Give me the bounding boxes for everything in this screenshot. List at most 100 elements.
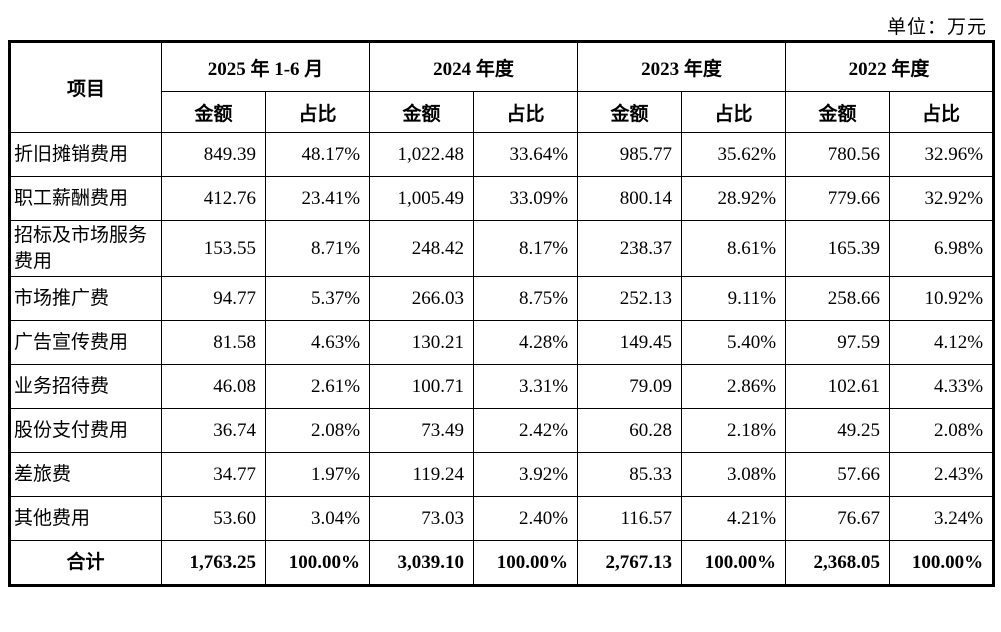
header-amount: 金额 [577,91,683,133]
table-cell: 779.66 [785,176,891,221]
table-cell: 36.74 [161,408,266,454]
table-cell: 258.66 [785,276,891,322]
table-cell: 849.39 [161,132,266,177]
table-cell: 85.33 [577,452,683,498]
table-cell: 100.00% [473,540,579,587]
table-cell: 153.55 [161,219,266,278]
unit-label: 单位：万元 [886,17,987,38]
table-cell: 23.41% [264,176,371,221]
header-row-subcolumns: 金额 占比 金额 占比 金额 占比 金额 占比 [10,91,995,133]
table-cell: 5.40% [681,320,787,366]
table-cell: 48.17% [264,132,371,177]
table-cell: 149.45 [577,320,683,366]
header-period-2022: 2022 年度 [785,41,995,92]
table-cell: 28.92% [681,176,787,221]
table-cell: 1,022.48 [369,132,475,177]
header-row-periods: 项目 2025 年 1-6 月 2024 年度 2023 年度 2022 年度 [9,41,995,133]
table-cell: 1,763.25 [161,540,266,587]
table-cell: 2.43% [889,452,995,498]
table-cell: 46.08 [161,364,266,410]
table-cell: 800.14 [577,176,683,221]
table-cell: 3.04% [264,496,371,542]
table-row: 招标及市场服务费用 153.55 8.71% 248.42 8.17% 238.… [9,219,995,278]
table-cell: 33.64% [473,132,579,177]
table-cell: 4.63% [264,320,371,366]
table-cell: 252.13 [577,276,683,322]
table-cell: 100.00% [889,540,995,587]
table-cell: 412.76 [161,176,266,221]
table-cell: 4.33% [889,364,995,410]
table-cell: 100.71 [369,364,475,410]
table-cell: 32.96% [889,132,995,177]
header-ratio: 占比 [889,91,995,133]
table-cell: 5.37% [264,276,371,322]
table-row: 职工薪酬费用 412.76 23.41% 1,005.49 33.09% 800… [9,176,995,221]
table-cell: 3.92% [473,452,579,498]
table-cell: 4.21% [681,496,787,542]
table-cell: 73.03 [369,496,475,542]
table-total-row: 合计 1,763.25 100.00% 3,039.10 100.00% 2,7… [9,540,995,587]
table-cell: 2.42% [473,408,579,454]
table-row: 股份支付费用 36.74 2.08% 73.49 2.42% 60.28 2.1… [9,408,995,454]
table-cell: 238.37 [577,219,683,278]
row-label: 市场推广费 [9,276,162,322]
table-cell: 10.92% [889,276,995,322]
header-amount: 金额 [785,91,891,133]
table-cell: 8.71% [264,219,371,278]
table-cell: 165.39 [785,219,891,278]
table-cell: 2.18% [681,408,787,454]
table-cell: 2,767.13 [577,540,683,587]
table-cell: 73.49 [369,408,475,454]
table-row: 市场推广费 94.77 5.37% 266.03 8.75% 252.13 9.… [9,276,995,322]
header-ratio: 占比 [473,91,579,133]
table-cell: 3,039.10 [369,540,475,587]
table-cell: 2.86% [681,364,787,410]
table-cell: 3.08% [681,452,787,498]
table-cell: 119.24 [369,452,475,498]
table-cell: 2.40% [473,496,579,542]
table-cell: 2.08% [889,408,995,454]
expense-breakdown-table: 项目 2025 年 1-6 月 2024 年度 2023 年度 2022 年度 … [8,40,996,588]
header-period-2024: 2024 年度 [369,41,579,92]
table-cell: 76.67 [785,496,891,542]
table-cell: 33.09% [473,176,579,221]
table-row: 折旧摊销费用 849.39 48.17% 1,022.48 33.64% 985… [9,132,995,177]
header-period-2025: 2025 年 1-6 月 [160,41,371,92]
table-cell: 3.31% [473,364,579,410]
table-row: 广告宣传费用 81.58 4.63% 130.21 4.28% 149.45 5… [9,320,995,366]
table-row: 其他费用 53.60 3.04% 73.03 2.40% 116.57 4.21… [9,496,995,542]
table-cell: 32.92% [889,176,995,221]
table-cell: 81.58 [161,320,266,366]
table-cell: 100.00% [264,540,371,587]
table-cell: 248.42 [369,219,475,278]
header-item: 项目 [9,41,162,133]
table-cell: 94.77 [161,276,266,322]
row-label: 折旧摊销费用 [9,132,162,177]
table-cell: 1,005.49 [369,176,475,221]
table-cell: 53.60 [161,496,266,542]
table-cell: 100.00% [681,540,787,587]
table-cell: 2.08% [264,408,371,454]
table-cell: 97.59 [785,320,891,366]
table-cell: 34.77 [161,452,266,498]
table-cell: 130.21 [369,320,475,366]
table-cell: 8.61% [681,219,787,278]
row-label: 职工薪酬费用 [9,176,162,221]
table-row: 差旅费 34.77 1.97% 119.24 3.92% 85.33 3.08%… [9,452,995,498]
table-cell: 2,368.05 [785,540,891,587]
row-label: 其他费用 [9,496,162,542]
row-label: 业务招待费 [9,364,162,410]
row-label: 差旅费 [9,452,162,498]
table-cell: 266.03 [369,276,475,322]
table-row: 业务招待费 46.08 2.61% 100.71 3.31% 79.09 2.8… [9,364,995,410]
total-label: 合计 [9,540,162,587]
table-cell: 985.77 [577,132,683,177]
header-ratio: 占比 [681,91,787,133]
row-label: 招标及市场服务费用 [9,219,162,278]
table-cell: 102.61 [785,364,891,410]
table-cell: 1.97% [264,452,371,498]
header-amount: 金额 [369,91,475,133]
header-amount: 金额 [161,91,266,133]
table-cell: 780.56 [785,132,891,177]
